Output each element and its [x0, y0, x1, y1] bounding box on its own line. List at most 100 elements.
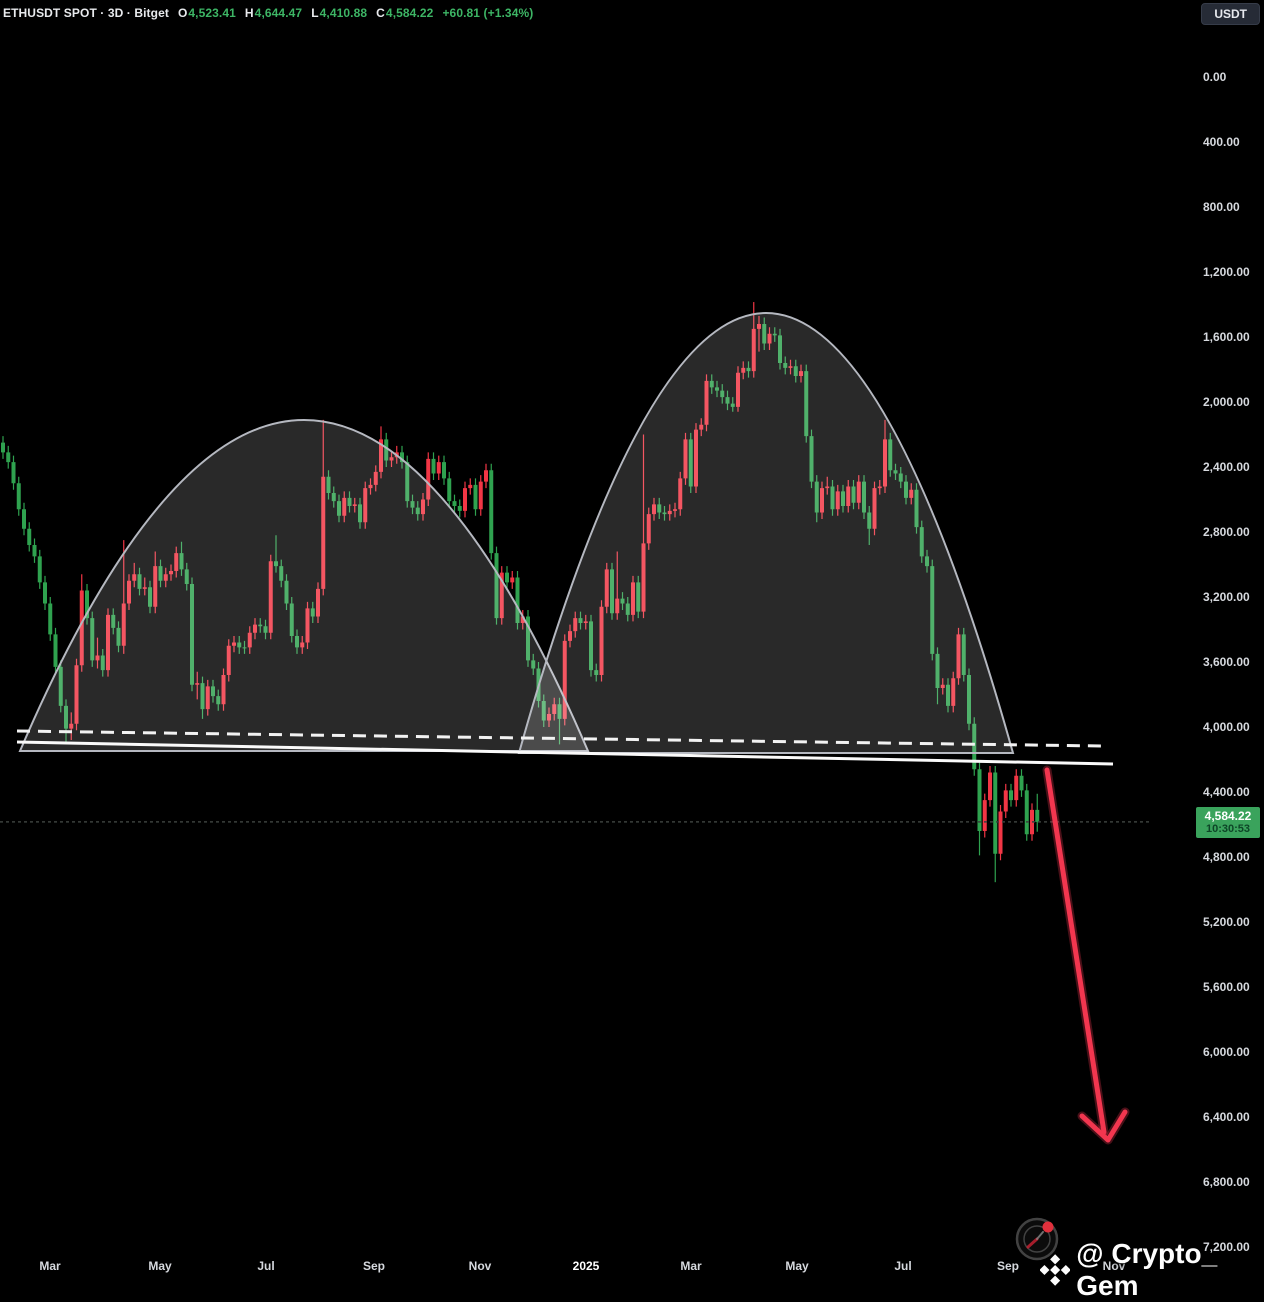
candle-body: [58, 666, 63, 706]
time-axis-label: Nov: [468, 1259, 492, 1273]
candle-body: [43, 582, 47, 604]
candle-body: [720, 390, 725, 398]
candle-body: [851, 486, 856, 503]
candle-body: [757, 324, 761, 329]
currency-toggle-button[interactable]: USDT: [1201, 3, 1260, 25]
down-arrow-annotation[interactable]: [1042, 765, 1130, 1145]
candle-body: [678, 478, 683, 510]
dome-arc[interactable]: [517, 312, 1015, 754]
candle-body: [856, 481, 861, 503]
candle-body: [925, 556, 929, 567]
candle-body: [641, 543, 646, 612]
candle-body: [326, 476, 331, 493]
candle-body: [247, 632, 252, 648]
candle-body: [531, 660, 536, 669]
price-change: +60.81 (+1.34%): [442, 6, 534, 20]
price-axis-label: 2,800.00: [1203, 525, 1250, 539]
candle-body: [85, 590, 89, 619]
candle-body: [342, 497, 347, 516]
candle-body: [862, 481, 866, 513]
candle-body: [898, 473, 903, 482]
candle-body: [48, 603, 53, 635]
candle-body: [846, 486, 851, 506]
candle-body: [436, 462, 441, 474]
price-axis-label: 5,200.00: [1203, 915, 1250, 929]
symbol-title[interactable]: ETHUSDT SPOT · 3D · Bitget: [3, 6, 169, 20]
candle-body: [473, 484, 478, 510]
candle-body: [410, 501, 415, 508]
price-axis-label: 800.00: [1203, 200, 1240, 214]
candle-body: [337, 501, 341, 516]
candle-body: [274, 561, 278, 567]
candle-body: [90, 618, 95, 661]
current-price-badge[interactable]: 4,584.22 10:30:53: [1196, 807, 1260, 838]
candle-body: [253, 624, 257, 633]
support-line-solid[interactable]: [16, 740, 1114, 766]
candle-body: [667, 510, 672, 515]
candle-body: [190, 584, 194, 685]
price-axis-label: 0.00: [1203, 70, 1227, 84]
candle-body: [694, 429, 698, 487]
candle-body: [988, 772, 992, 801]
candle-body: [1003, 790, 1008, 812]
candle-body: [1024, 790, 1029, 835]
support-line-dashed[interactable]: [16, 729, 1103, 748]
candle-body: [914, 489, 919, 528]
price-axis-label: 4,800.00: [1203, 850, 1250, 864]
candle-body: [263, 626, 268, 633]
candle-body: [935, 653, 940, 688]
candle-body: [783, 363, 788, 368]
candle-body: [1035, 809, 1040, 822]
candle-body: [993, 772, 998, 854]
candle-body: [709, 380, 714, 388]
current-price-value: 4,584.22: [1204, 808, 1252, 823]
candle-body: [379, 439, 383, 472]
candle-body: [625, 603, 630, 615]
candle-body: [541, 701, 546, 721]
dome-arc[interactable]: [18, 419, 590, 752]
price-axis-label: 5,600.00: [1203, 980, 1250, 994]
candle-body: [578, 618, 583, 623]
ohlc-close: C 4,584.22: [376, 6, 434, 20]
candle-body: [300, 642, 305, 648]
support-line-annotations[interactable]: [16, 729, 1114, 766]
arrow-shaft[interactable]: [1044, 767, 1107, 1135]
price-axis-label: 2,000.00: [1203, 395, 1250, 409]
candle-body: [741, 367, 746, 373]
candle-body: [205, 686, 210, 710]
time-axis-label: Mar: [39, 1259, 61, 1273]
candle-body: [888, 439, 893, 471]
candle-body: [699, 424, 704, 430]
ohlc-open: O 4,523.41: [177, 6, 236, 20]
candle-body: [526, 616, 530, 661]
candle-body: [163, 574, 168, 581]
price-axis-label: 3,200.00: [1203, 590, 1250, 604]
candle-body: [893, 470, 898, 474]
candle-body: [405, 462, 410, 502]
stopwatch-icon: [1014, 1216, 1060, 1267]
candle-body: [961, 634, 966, 675]
candle-body: [919, 527, 924, 557]
candle-body: [620, 598, 625, 604]
candle-body: [820, 488, 824, 513]
dome-annotations[interactable]: [18, 312, 1015, 754]
candle-body: [652, 504, 656, 515]
candle-body: [426, 458, 431, 500]
time-axis-label: Mar: [680, 1259, 702, 1273]
candle-body: [520, 616, 525, 623]
candle-body: [604, 569, 609, 607]
candle-body: [316, 588, 320, 617]
candle-body: [226, 645, 231, 675]
candle-body: [715, 387, 719, 391]
candle-body: [69, 723, 74, 729]
candle-body: [174, 553, 179, 571]
candle-body: [877, 486, 882, 489]
price-axis-label: 6,000.00: [1203, 1045, 1250, 1059]
price-axis-label: 1,200.00: [1203, 265, 1250, 279]
candle-body: [967, 675, 971, 724]
candle-body: [268, 561, 273, 633]
time-axis[interactable]: Mar May Jul Sep Nov 2025 Mar May Jul Sep Nov: [0, 1253, 1264, 1280]
